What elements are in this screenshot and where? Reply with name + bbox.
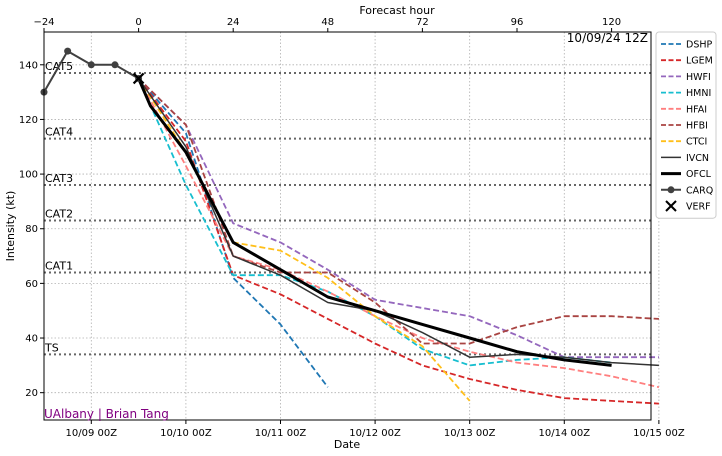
- legend-label-ivcn: IVCN: [686, 153, 709, 164]
- series-line-ctci: [137, 78, 471, 402]
- date-tick-label: 10/13 00Z: [444, 428, 496, 439]
- grid-layer: [44, 32, 660, 420]
- y-tick-label: 120: [19, 115, 38, 126]
- series-line-dshp: [137, 77, 329, 388]
- legend-swatch-verf: [665, 200, 677, 212]
- series-line-ofcl: [137, 77, 612, 367]
- category-label: CAT2: [45, 208, 73, 221]
- legend-label-ofcl: OFCL: [686, 169, 712, 180]
- y-tick-label: 20: [25, 388, 38, 399]
- legend-label-verf: VERF: [686, 202, 711, 213]
- y-tick-label: 140: [19, 60, 38, 71]
- x-axis-title: Date: [334, 438, 361, 451]
- legend-label-hmni: HMNI: [686, 88, 711, 99]
- forecast-hour-tick-label: 24: [227, 17, 240, 28]
- forecast-hour-tick-label: 72: [416, 17, 429, 28]
- category-label: TS: [44, 341, 59, 354]
- date-tick-label: 10/15 00Z: [633, 428, 685, 439]
- axis-layer: 10/09 00Z 10/10 00Z 10/11 00Z 10/12 00Z 10/1…: [19, 17, 685, 439]
- carq-point: [87, 61, 95, 69]
- legend-label-ctci: CTCI: [686, 137, 707, 148]
- verf-marker: [132, 72, 145, 85]
- legend-box: [655, 31, 717, 219]
- credit-label: UAlbany | Brian Tang: [44, 407, 169, 421]
- forecast-hour-tick-label: 120: [602, 17, 621, 28]
- forecast-hour-tick-label: 96: [511, 17, 524, 28]
- legend-swatch-carq-dot: [667, 186, 675, 194]
- legend-label-carq: CARQ: [686, 185, 713, 196]
- plot-frame: [43, 31, 652, 421]
- forecast-hour-tick-label: 48: [321, 17, 334, 28]
- legend-label-dshp: DSHP: [686, 40, 712, 51]
- init-time-label: 10/09/24 12Z: [567, 31, 648, 45]
- y-tick-label: 80: [25, 224, 38, 235]
- top-axis-title: Forecast hour: [359, 4, 435, 17]
- carq-point: [64, 47, 72, 55]
- series-layer: [40, 47, 660, 405]
- legend-label-lgem: LGEM: [686, 56, 713, 67]
- y-tick-label: 40: [25, 334, 38, 345]
- y-tick-label: 60: [25, 279, 38, 290]
- forecast-hour-tick-label: 0: [135, 17, 141, 28]
- date-tick-label: 10/10 00Z: [160, 428, 212, 439]
- carq-point: [111, 61, 119, 69]
- date-tick-label: 10/12 00Z: [349, 428, 401, 439]
- category-label: CAT3: [45, 172, 73, 185]
- y-axis-title: Intensity (kt): [4, 191, 17, 262]
- category-label: CAT4: [45, 126, 73, 139]
- series-line-ivcn: [137, 78, 659, 367]
- date-tick-label: 10/11 00Z: [255, 428, 307, 439]
- forecast-hour-tick-label: −24: [33, 17, 54, 28]
- date-tick-label: 10/14 00Z: [538, 428, 590, 439]
- date-tick-label: 10/09 00Z: [66, 428, 118, 439]
- legend: DSHP LGEM HWFI HMNI HFAI HFBI CTCI IVCN OFCL CARQ…: [655, 31, 717, 219]
- legend-label-hfbi: HFBI: [686, 121, 708, 132]
- y-tick-label: 100: [19, 170, 38, 181]
- series-line-hfai: [137, 78, 660, 389]
- legend-label-hfai: HFAI: [686, 104, 707, 115]
- series-line-hfbi: [137, 77, 659, 345]
- category-label: CAT1: [45, 259, 73, 272]
- legend-label-hwfi: HWFI: [686, 72, 711, 83]
